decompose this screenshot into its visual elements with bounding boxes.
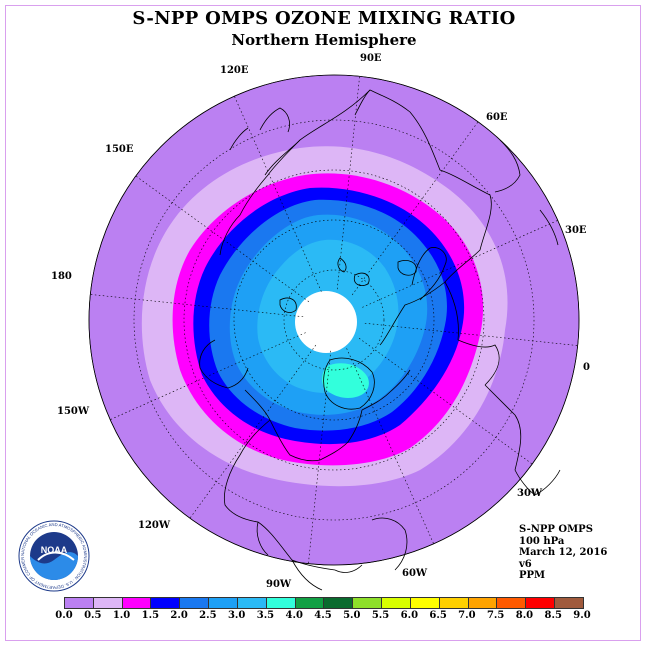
colorbar-segment [468, 598, 498, 608]
colorbar-tick-label: 9.0 [573, 610, 591, 621]
colorbar-segment [122, 598, 152, 608]
colorbar-segment [382, 598, 411, 608]
band-3.5-4.0 [322, 363, 369, 398]
colorbar-tick-label: 4.0 [285, 610, 303, 621]
colorbar-tick-label: 6.0 [400, 610, 419, 621]
colorbar-segment [439, 598, 469, 608]
colorbar-ticks: 0.0 0.5 1.0 1.5 2.0 2.5 3.0 3.5 4.0 4.5 5.0 5.5 6.0 6… [55, 610, 590, 624]
lon-label-180: 180 [51, 271, 72, 282]
colorbar-tick-label: 4.5 [314, 610, 332, 621]
chart-title: S-NPP OMPS OZONE MIXING RATIO [132, 8, 516, 29]
colorbar-tick-label: 7.5 [486, 610, 505, 621]
lon-label-60W: 60W [402, 568, 428, 579]
colorbar-tick-label: 1.0 [112, 610, 131, 621]
colorbar-tick-label: 6.5 [429, 610, 447, 621]
colorbar-tick-label: 5.5 [371, 610, 390, 621]
colorbar-segment [295, 598, 325, 608]
colorbar-segment [180, 598, 210, 608]
colorbar-segment [555, 598, 583, 608]
noaa-logo-text: NOAA [41, 545, 68, 555]
info-instrument: S-NPP OMPS [519, 524, 593, 535]
info-units: PPM [519, 570, 546, 581]
info-block: S-NPP OMPS 100 hPa March 12, 2016 v6 PPM [519, 524, 607, 582]
info-date: March 12, 2016 [519, 547, 608, 558]
colorbar [64, 597, 584, 609]
chart-subtitle: Northern Hemisphere [231, 31, 417, 49]
lon-label-30W: 30W [517, 488, 543, 499]
colorbar-segment [65, 598, 94, 608]
info-version: v6 [519, 558, 532, 570]
colorbar-segment [266, 598, 296, 608]
noaa-logo: NOAA NATIONAL OCEANIC AND ATMOSPHERIC AD… [18, 520, 90, 592]
colorbar-tick-label: 2.0 [170, 610, 188, 621]
lon-label-120W: 120W [138, 520, 171, 531]
colorbar-segment [237, 598, 267, 608]
colorbar-tick-label: 0.0 [55, 610, 73, 621]
colorbar-segment [410, 598, 440, 608]
colorbar-segment [497, 598, 527, 608]
longitude-labels: 90E 60E 30E 0 30W 60W 90W 120W 150W 180 … [51, 53, 590, 590]
colorbar-segment [209, 598, 238, 608]
info-level: 100 hPa [519, 535, 565, 547]
colorbar-segment [526, 598, 556, 608]
lon-label-150W: 150W [57, 406, 90, 417]
colorbar-tick-label: 3.0 [227, 610, 246, 621]
lon-label-0: 0 [583, 362, 590, 373]
coastlines [199, 89, 561, 591]
lon-label-60E: 60E [486, 112, 508, 123]
colorbar-tick-label: 3.5 [256, 610, 275, 621]
colorbar-segment [151, 598, 181, 608]
latitude-circles [133, 119, 535, 521]
lon-label-90W: 90W [266, 579, 292, 590]
colorbar-tick-label: 5.0 [343, 610, 361, 621]
colorbar-tick-label: 0.5 [84, 610, 102, 621]
colorbar-tick-label: 2.5 [199, 610, 217, 621]
colorbar-tick-label: 1.5 [141, 610, 160, 621]
colorbar-segment [353, 598, 383, 608]
colorbar-tick-label: 7.0 [458, 610, 476, 621]
map-border [88, 74, 580, 566]
lon-label-90E: 90E [360, 53, 382, 64]
lon-label-30E: 30E [565, 225, 587, 236]
polar-cap [295, 291, 357, 353]
lon-label-120E: 120E [220, 65, 249, 76]
colorbar-segment [93, 598, 123, 608]
lon-label-150E: 150E [105, 144, 134, 155]
colorbar-segment [324, 598, 354, 608]
colorbar-tick-label: 8.5 [544, 610, 562, 621]
colorbar-tick-label: 8.0 [515, 610, 534, 621]
